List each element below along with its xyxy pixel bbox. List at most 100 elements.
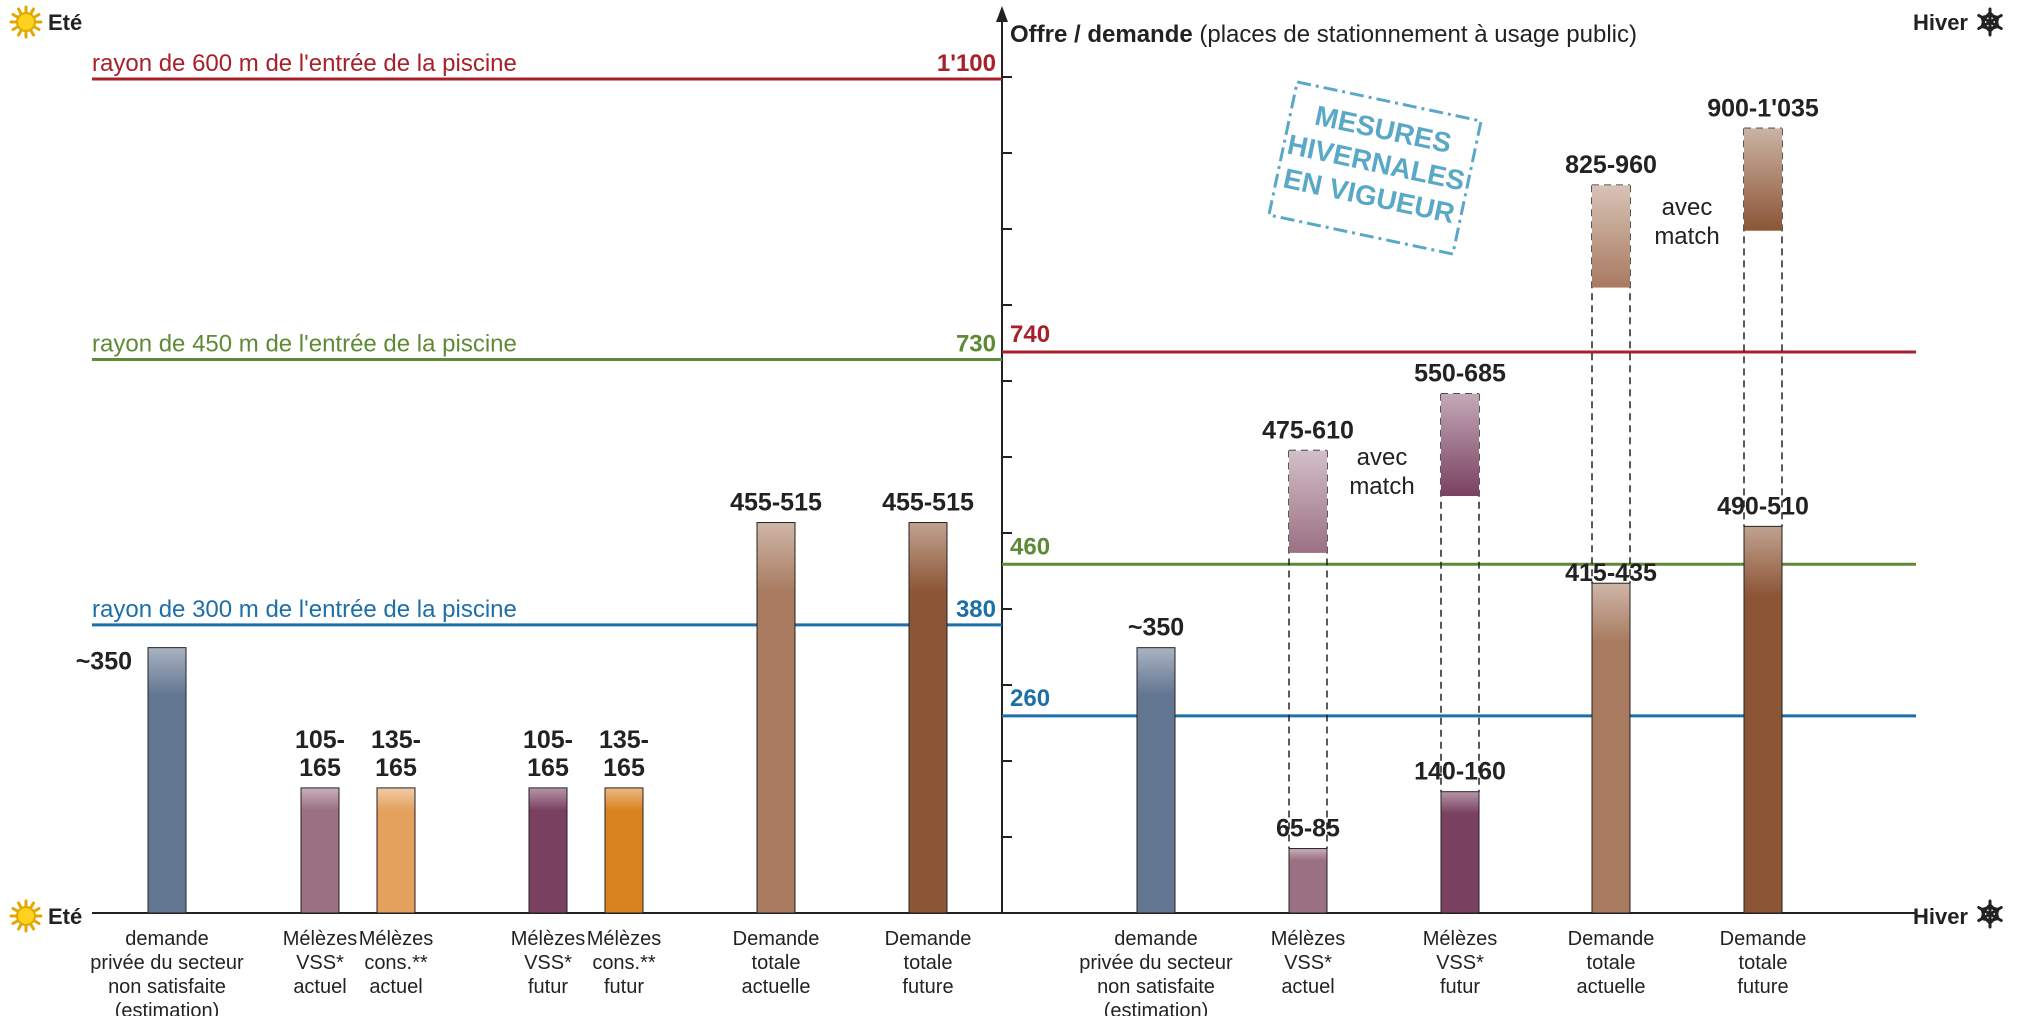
match-value-label: 475-610	[1262, 417, 1354, 445]
sun-icon	[9, 5, 43, 39]
category-label: Demande	[1720, 928, 1807, 950]
category-label: futur	[604, 976, 644, 998]
category-label: future	[1737, 976, 1788, 998]
value-label: ~350	[1128, 614, 1184, 642]
snow-branch	[1980, 25, 1990, 30]
chart-title-rest: (places de stationnement à usage public)	[1199, 21, 1637, 48]
category-label: totale	[752, 952, 801, 974]
category-label: Mélèzes	[1271, 928, 1345, 950]
value-label: 490-510	[1717, 492, 1809, 520]
category-label: Mélèzes	[359, 928, 433, 950]
bar-right	[1591, 582, 1631, 914]
category-label: VSS*	[1284, 952, 1332, 974]
grid-layer	[92, 6, 1916, 914]
y-axis-arrow	[996, 6, 1008, 22]
bar-left	[376, 787, 416, 914]
snowflake-icon	[1977, 7, 2003, 37]
category-label: actuel	[369, 976, 422, 998]
category-label: cons.**	[592, 952, 656, 974]
category-label: futur	[1440, 976, 1480, 998]
value-label: ~350	[76, 648, 132, 676]
threshold-value-left: 1'100	[937, 50, 996, 77]
bar-match-range	[1441, 393, 1479, 497]
match-value-label: 825-960	[1565, 151, 1657, 179]
bar-right	[1288, 848, 1328, 914]
bar-left	[908, 522, 948, 914]
threshold-label-left: rayon de 300 m de l'entrée de la piscine	[92, 596, 517, 623]
threshold-value-right: 460	[1010, 533, 1050, 560]
match-note: match	[1654, 223, 1719, 250]
season-label-top-right: Hiver	[1913, 10, 1968, 35]
threshold-label-left: rayon de 450 m de l'entrée de la piscine	[92, 331, 517, 358]
value-label: 165	[603, 754, 645, 782]
season-label-bottom-right: Hiver	[1913, 904, 1968, 929]
bar-match-range	[1744, 128, 1782, 231]
snowflake-icon	[1977, 899, 2003, 929]
value-label: 105-	[295, 726, 345, 754]
match-note: avec	[1357, 444, 1408, 471]
chart-title: Offre / demande (places de stationnement…	[1010, 21, 1637, 48]
category-label: actuelle	[1577, 976, 1646, 998]
bar-left	[147, 647, 187, 914]
snow-branch	[1980, 907, 1986, 917]
match-value-label: 900-1'035	[1707, 94, 1819, 122]
match-value-label: 550-685	[1414, 360, 1506, 388]
value-label: 140-160	[1414, 758, 1506, 786]
category-label: privée du secteur	[1079, 952, 1233, 974]
snow-branch	[1990, 14, 2000, 19]
bar-left	[604, 787, 644, 914]
bar-match-range	[1592, 185, 1630, 288]
category-label: VSS*	[1436, 952, 1484, 974]
category-label: Mélèzes	[587, 928, 661, 950]
category-label: cons.**	[364, 952, 428, 974]
season-label-top-left: Eté	[48, 10, 82, 35]
value-label: 415-435	[1565, 559, 1657, 587]
category-label: VSS*	[296, 952, 344, 974]
category-label: Demande	[1568, 928, 1655, 950]
category-label: (estimation)	[1104, 1000, 1208, 1016]
threshold-value-left: 380	[956, 596, 996, 623]
threshold-value-right: 740	[1010, 321, 1050, 348]
category-label: actuelle	[742, 976, 811, 998]
value-label: 165	[375, 754, 417, 782]
category-label: actuel	[1281, 976, 1334, 998]
category-label: demande	[125, 928, 208, 950]
category-label: Demande	[885, 928, 972, 950]
bar-left	[528, 787, 568, 914]
category-label: demande	[1114, 928, 1197, 950]
category-label: Demande	[733, 928, 820, 950]
category-label: futur	[528, 976, 568, 998]
category-label: Mélèzes	[283, 928, 357, 950]
category-label: totale	[1739, 952, 1788, 974]
threshold-value-left: 730	[956, 331, 996, 358]
sun-icon	[9, 899, 43, 933]
category-label: Mélèzes	[511, 928, 585, 950]
value-label: 165	[527, 754, 569, 782]
value-label: 65-85	[1276, 815, 1340, 843]
category-label: privée du secteur	[90, 952, 244, 974]
category-label: Mélèzes	[1423, 928, 1497, 950]
match-note: avec	[1662, 194, 1713, 221]
season-label-bottom-left: Eté	[48, 904, 82, 929]
bar-match-range	[1289, 450, 1327, 553]
bar-right	[1440, 791, 1480, 914]
bar-right	[1136, 647, 1176, 914]
category-label: non satisfaite	[108, 976, 226, 998]
sun-disc	[16, 906, 36, 926]
category-label: totale	[1587, 952, 1636, 974]
value-label: 165	[299, 754, 341, 782]
category-label: actuel	[293, 976, 346, 998]
value-label: 455-515	[730, 489, 822, 517]
value-label: 135-	[599, 726, 649, 754]
threshold-value-right: 260	[1010, 685, 1050, 712]
snow-branch	[1990, 906, 2000, 911]
match-note: match	[1349, 473, 1414, 500]
chart-title-bold: Offre / demande	[1010, 21, 1199, 48]
snow-branch	[1994, 19, 2000, 29]
snow-branch	[1980, 15, 1986, 25]
category-label: totale	[904, 952, 953, 974]
category-label: future	[902, 976, 953, 998]
bar-left	[756, 522, 796, 914]
value-label: 105-	[523, 726, 573, 754]
